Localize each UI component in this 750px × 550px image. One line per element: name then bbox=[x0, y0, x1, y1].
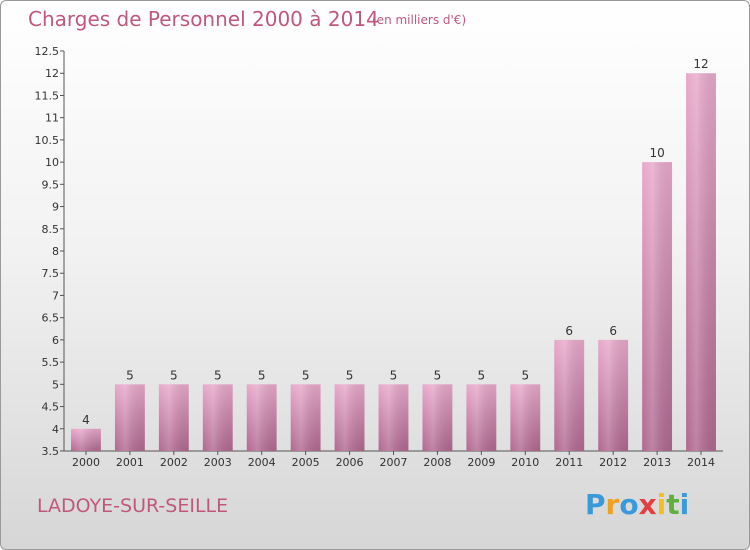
bar-shine bbox=[114, 384, 145, 451]
chart-subtitle: (en milliers d'€) bbox=[372, 13, 467, 27]
data-label: 5 bbox=[390, 368, 398, 382]
x-tick-label: 2010 bbox=[511, 456, 539, 469]
logo-letter: P bbox=[585, 488, 606, 521]
data-label: 5 bbox=[214, 368, 222, 382]
data-label: 4 bbox=[82, 413, 90, 427]
data-label: 5 bbox=[302, 368, 310, 382]
bar-shine bbox=[554, 339, 585, 451]
y-tick-label: 4 bbox=[52, 423, 59, 436]
x-tick-label: 2004 bbox=[248, 456, 276, 469]
data-label: 5 bbox=[346, 368, 354, 382]
y-tick-label: 9.5 bbox=[42, 178, 60, 191]
commune-name: LADOYE-SUR-SEILLE bbox=[37, 495, 229, 517]
y-tick-label: 11.5 bbox=[35, 89, 60, 102]
data-label: 5 bbox=[434, 368, 442, 382]
x-tick-label: 2009 bbox=[467, 456, 495, 469]
y-tick-label: 3.5 bbox=[42, 445, 60, 458]
x-tick-label: 2005 bbox=[292, 456, 320, 469]
bar-shine bbox=[246, 384, 277, 451]
y-tick-label: 5.5 bbox=[42, 356, 60, 369]
bar-shine bbox=[642, 162, 673, 451]
data-label: 5 bbox=[521, 368, 529, 382]
x-tick-label: 2003 bbox=[204, 456, 232, 469]
y-tick-label: 12.5 bbox=[35, 45, 60, 58]
x-tick-label: 2006 bbox=[336, 456, 364, 469]
data-label: 5 bbox=[258, 368, 266, 382]
bar-shine bbox=[686, 73, 716, 451]
y-tick-label: 8.5 bbox=[42, 223, 60, 236]
bar-shine bbox=[378, 384, 409, 451]
logo-letter: i bbox=[679, 488, 690, 521]
data-label: 12 bbox=[693, 57, 708, 71]
y-tick-label: 10.5 bbox=[35, 134, 60, 147]
data-label: 6 bbox=[609, 324, 617, 338]
x-tick-label: 2002 bbox=[160, 456, 188, 469]
y-tick-label: 10 bbox=[45, 156, 59, 169]
x-tick-label: 2001 bbox=[116, 456, 144, 469]
y-tick-label: 11 bbox=[45, 112, 59, 125]
y-tick-label: 5 bbox=[52, 378, 59, 391]
bar-shine bbox=[71, 428, 101, 451]
y-tick-label: 6.5 bbox=[42, 312, 60, 325]
x-tick-label: 2008 bbox=[423, 456, 451, 469]
logo-letter: i bbox=[656, 488, 667, 521]
bar-shine bbox=[422, 384, 453, 451]
y-tick-label: 4.5 bbox=[42, 401, 60, 414]
bar-shine bbox=[466, 384, 497, 451]
logo-letter: r bbox=[605, 488, 620, 521]
x-tick-label: 2012 bbox=[599, 456, 627, 469]
proxiti-logo: Proxiti bbox=[585, 488, 689, 521]
bar-shine bbox=[510, 384, 541, 451]
y-tick-label: 9 bbox=[52, 201, 59, 214]
x-tick-label: 2014 bbox=[687, 456, 715, 469]
bar-shine bbox=[598, 339, 629, 451]
chart-title: Charges de Personnel 2000 à 2014 bbox=[28, 7, 379, 31]
x-tick-label: 2011 bbox=[555, 456, 583, 469]
bar-shine bbox=[334, 384, 365, 451]
logo-letter: x bbox=[638, 488, 657, 521]
y-tick-label: 7 bbox=[52, 289, 59, 302]
data-label: 5 bbox=[126, 368, 134, 382]
x-tick-label: 2000 bbox=[72, 456, 100, 469]
y-tick-label: 8 bbox=[52, 245, 59, 258]
bar-shine bbox=[158, 384, 189, 451]
logo-letter: t bbox=[666, 488, 680, 521]
y-tick-label: 12 bbox=[45, 67, 59, 80]
y-tick-label: 7.5 bbox=[42, 267, 60, 280]
x-tick-label: 2007 bbox=[380, 456, 408, 469]
data-label: 5 bbox=[478, 368, 486, 382]
bar-shine bbox=[202, 384, 233, 451]
x-tick-label: 2013 bbox=[643, 456, 671, 469]
logo-letter: o bbox=[619, 488, 639, 521]
bar-shine bbox=[290, 384, 321, 451]
data-label: 5 bbox=[170, 368, 178, 382]
y-tick-label: 6 bbox=[52, 334, 59, 347]
data-label: 10 bbox=[649, 146, 664, 160]
data-label: 6 bbox=[565, 324, 573, 338]
